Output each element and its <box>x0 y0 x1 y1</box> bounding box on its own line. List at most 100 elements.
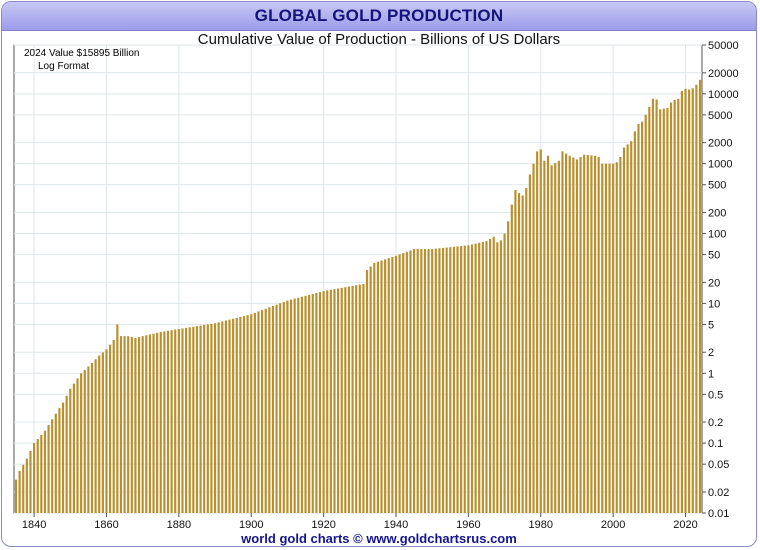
bar-1919 <box>318 292 322 513</box>
bar-1978 <box>532 163 535 513</box>
bar-1841 <box>36 439 39 513</box>
bar-1901 <box>253 312 256 513</box>
bar-1862 <box>112 339 115 513</box>
y-tick-label: 500 <box>708 180 726 192</box>
y-tick-label: 10 <box>708 298 720 310</box>
bar-1894 <box>228 319 231 513</box>
bar-1839 <box>29 450 32 513</box>
bar-2006 <box>633 131 636 513</box>
y-tick-label: 5000 <box>708 110 732 122</box>
bar-1926 <box>344 287 347 513</box>
bar-1988 <box>568 155 571 514</box>
bar-1890 <box>213 323 217 513</box>
bar-1957 <box>456 246 459 513</box>
bar-1866 <box>127 336 130 513</box>
bar-1909 <box>282 301 285 513</box>
log-format-annotation: Log Format <box>38 61 89 72</box>
bar-1950 <box>431 249 434 514</box>
bar-1920 <box>322 291 325 513</box>
bar-1998 <box>604 163 607 513</box>
bar-1916 <box>308 294 311 513</box>
bar-1995 <box>593 155 597 514</box>
bar-1981 <box>543 160 546 514</box>
bar-1953 <box>441 247 445 513</box>
bar-1965 <box>485 241 488 513</box>
bar-2023 <box>695 84 698 513</box>
bar-1954 <box>445 247 448 513</box>
y-tick-label: 20 <box>708 277 720 289</box>
bar-1877 <box>166 330 170 513</box>
bar-1846 <box>54 413 57 513</box>
bar-1941 <box>398 254 401 513</box>
y-tick-label: 0.01 <box>708 508 729 520</box>
bar-1886 <box>199 325 202 513</box>
y-axis: 5000020000100005000200010005002001005020… <box>702 40 739 520</box>
bar-1864 <box>119 336 123 513</box>
bar-1907 <box>275 304 278 513</box>
bar-1860 <box>105 349 108 513</box>
x-tick-label: 1980 <box>529 519 553 531</box>
y-tick-label: 10000 <box>708 89 739 101</box>
bar-1967 <box>492 236 495 513</box>
bar-1855 <box>87 366 90 513</box>
bar-1903 <box>261 310 264 513</box>
bar-1882 <box>185 327 188 513</box>
bar-1900 <box>250 314 253 513</box>
y-tick-label: 0.5 <box>708 389 723 401</box>
bar-1843 <box>43 430 47 513</box>
bar-1929 <box>355 285 358 513</box>
bar-1879 <box>174 329 177 513</box>
bar-2008 <box>641 121 644 513</box>
bar-2010 <box>648 106 651 514</box>
x-tick-label: 1940 <box>384 519 408 531</box>
bar-1975 <box>521 195 524 514</box>
y-tick-label: 0.05 <box>708 459 729 471</box>
bar-1999 <box>608 163 611 513</box>
bar-1944 <box>409 250 412 513</box>
bar-2016 <box>669 102 673 513</box>
bar-1996 <box>597 156 600 514</box>
y-tick-label: 5 <box>708 319 714 331</box>
bar-1893 <box>224 320 227 513</box>
bar-1868 <box>134 337 137 513</box>
bar-1858 <box>98 355 101 513</box>
bar-1980 <box>539 149 542 513</box>
bar-1863 <box>116 324 119 513</box>
bar-2021 <box>688 89 691 513</box>
bar-1951 <box>434 248 437 514</box>
bar-1949 <box>427 249 430 514</box>
x-tick-label: 1840 <box>22 519 46 531</box>
x-tick-label: 1960 <box>456 519 480 531</box>
bar-2017 <box>673 99 676 513</box>
y-tick-label: 20000 <box>708 68 739 80</box>
bar-2014 <box>662 108 665 513</box>
bar-1836 <box>18 470 21 513</box>
bar-1947 <box>420 249 423 514</box>
bar-1896 <box>235 317 238 513</box>
bar-1857 <box>94 359 97 513</box>
bar-1913 <box>297 297 300 513</box>
bar-1997 <box>601 163 604 513</box>
bar-2003 <box>622 147 626 513</box>
bar-1911 <box>289 299 293 513</box>
bar-2015 <box>666 107 669 513</box>
bar-2012 <box>655 99 658 513</box>
bar-1937 <box>384 259 387 513</box>
bar-1859 <box>101 352 104 513</box>
bar-1928 <box>351 285 354 513</box>
bar-1966 <box>489 238 492 514</box>
bar-1994 <box>590 155 593 513</box>
bar-1889 <box>210 323 213 513</box>
bar-1991 <box>579 157 582 513</box>
bar-1942 <box>402 253 405 514</box>
y-tick-label: 2 <box>708 347 714 359</box>
bar-1987 <box>565 153 568 513</box>
bar-1845 <box>51 419 54 513</box>
bar-1959 <box>463 245 466 513</box>
bar-1842 <box>40 434 43 513</box>
bar-1906 <box>271 306 275 513</box>
bar-1850 <box>69 388 72 513</box>
bar-1918 <box>315 293 318 513</box>
bar-1923 <box>333 289 336 513</box>
